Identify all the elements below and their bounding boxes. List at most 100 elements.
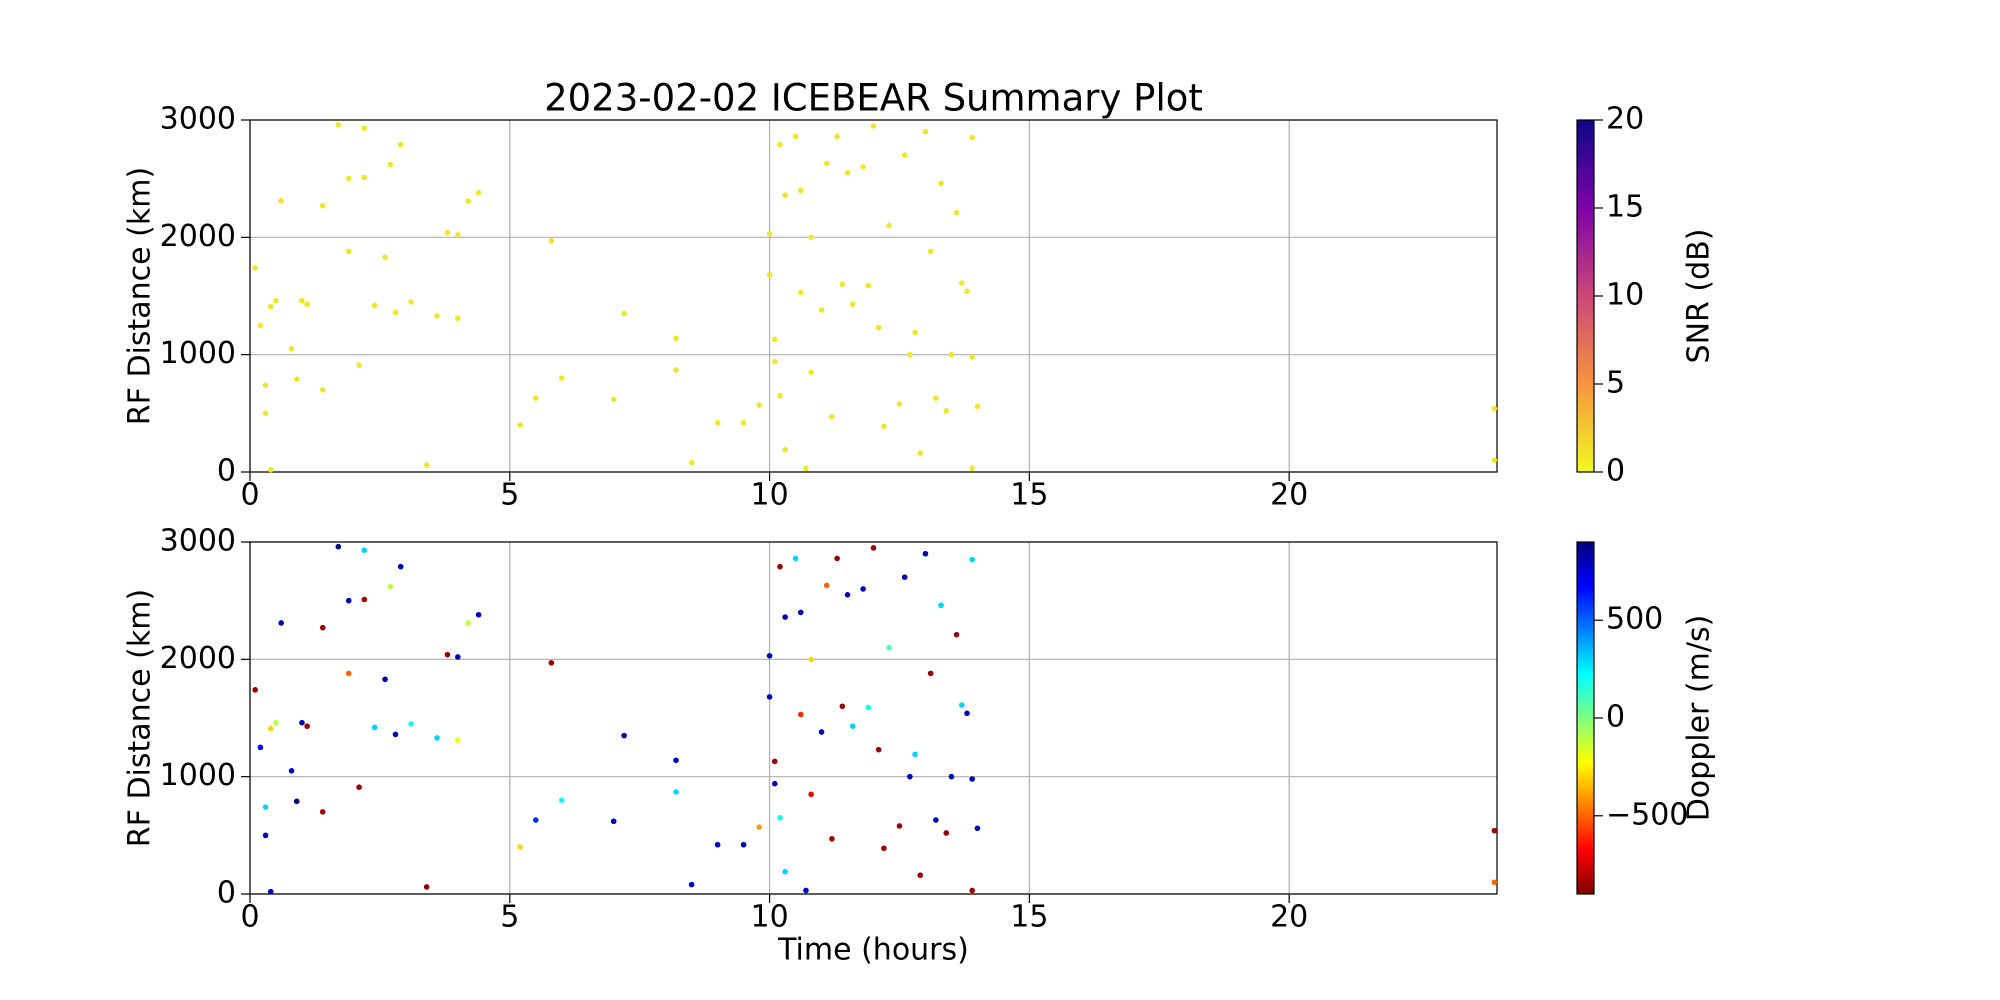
- point: [345, 597, 352, 604]
- point: [964, 710, 970, 717]
- point: [766, 272, 773, 278]
- point: [907, 773, 913, 780]
- point: [345, 175, 352, 182]
- point: [771, 780, 778, 787]
- point: [834, 555, 840, 562]
- plot-frame: [249, 541, 1498, 895]
- point: [252, 687, 258, 693]
- point: [278, 198, 284, 204]
- point: [304, 301, 310, 308]
- x-tick-label: 15: [1010, 478, 1048, 513]
- point: [969, 556, 976, 563]
- point: [875, 746, 882, 753]
- x-tick-label: 5: [500, 478, 519, 513]
- y-tick-label: 3000: [160, 102, 236, 137]
- point: [829, 414, 835, 420]
- point: [771, 758, 778, 765]
- point: [288, 768, 295, 774]
- point: [922, 550, 929, 557]
- point: [777, 141, 783, 148]
- point: [356, 362, 362, 369]
- y-tick-label: 2000: [160, 641, 236, 676]
- y-axis-label: RF Distance (km): [123, 167, 158, 425]
- point: [397, 563, 404, 570]
- point: [267, 888, 274, 895]
- point: [397, 141, 404, 148]
- y-tick-label: 0: [217, 454, 236, 489]
- point: [777, 814, 783, 821]
- point: [792, 133, 799, 140]
- point: [907, 351, 913, 358]
- point: [839, 703, 846, 710]
- y-axis-label: RF Distance (km): [123, 589, 158, 847]
- point: [621, 732, 627, 739]
- point: [434, 313, 440, 319]
- x-tick-label: 20: [1270, 478, 1308, 513]
- point: [252, 265, 258, 271]
- point: [938, 602, 944, 609]
- colorbar-label: Doppler (m/s): [1682, 615, 1717, 822]
- point: [267, 303, 274, 310]
- point: [392, 731, 399, 738]
- point: [371, 724, 378, 731]
- point: [959, 702, 965, 708]
- point: [382, 676, 388, 683]
- point: [782, 192, 788, 198]
- point: [621, 310, 627, 317]
- point: [870, 123, 877, 129]
- y-tick-label: 3000: [160, 524, 236, 559]
- point: [886, 222, 892, 229]
- point: [881, 845, 887, 852]
- point: [777, 563, 783, 570]
- point: [948, 351, 955, 358]
- point: [1491, 827, 1498, 834]
- point: [262, 804, 269, 810]
- point: [808, 791, 814, 798]
- point: [361, 596, 368, 603]
- point: [839, 281, 846, 288]
- point: [777, 392, 783, 399]
- point: [870, 545, 877, 551]
- point: [356, 784, 362, 791]
- point: [273, 719, 279, 726]
- x-tick-label: 0: [240, 900, 259, 935]
- point: [465, 620, 472, 626]
- point: [1491, 879, 1498, 886]
- colorbar-tick-label: −500: [1606, 797, 1688, 832]
- point: [288, 346, 295, 352]
- point: [610, 396, 617, 403]
- point: [423, 462, 430, 468]
- point: [423, 884, 430, 890]
- point: [782, 868, 788, 875]
- point: [335, 543, 342, 550]
- point: [558, 375, 565, 381]
- point: [408, 299, 414, 305]
- point: [948, 773, 955, 780]
- point: [345, 670, 352, 677]
- point: [969, 887, 976, 894]
- colorbar-tick-label: 0: [1606, 700, 1625, 735]
- colorbar-tick-label: 0: [1606, 454, 1625, 489]
- point: [293, 376, 300, 383]
- y-tick-label: 1000: [160, 758, 236, 793]
- point: [959, 280, 965, 286]
- point: [532, 395, 539, 401]
- point: [756, 824, 762, 830]
- point: [901, 152, 908, 158]
- point: [673, 367, 679, 373]
- point: [517, 844, 523, 850]
- point: [912, 329, 918, 336]
- point: [766, 694, 773, 700]
- point: [969, 465, 976, 472]
- point: [532, 817, 539, 823]
- point: [860, 586, 866, 592]
- point: [455, 315, 461, 322]
- point: [834, 133, 840, 140]
- point: [387, 583, 394, 590]
- chart-title: 2023-02-02 ICEBEAR Summary Plot: [544, 77, 1203, 120]
- point: [361, 125, 368, 132]
- point: [927, 670, 934, 677]
- point: [262, 382, 269, 388]
- point: [771, 358, 778, 365]
